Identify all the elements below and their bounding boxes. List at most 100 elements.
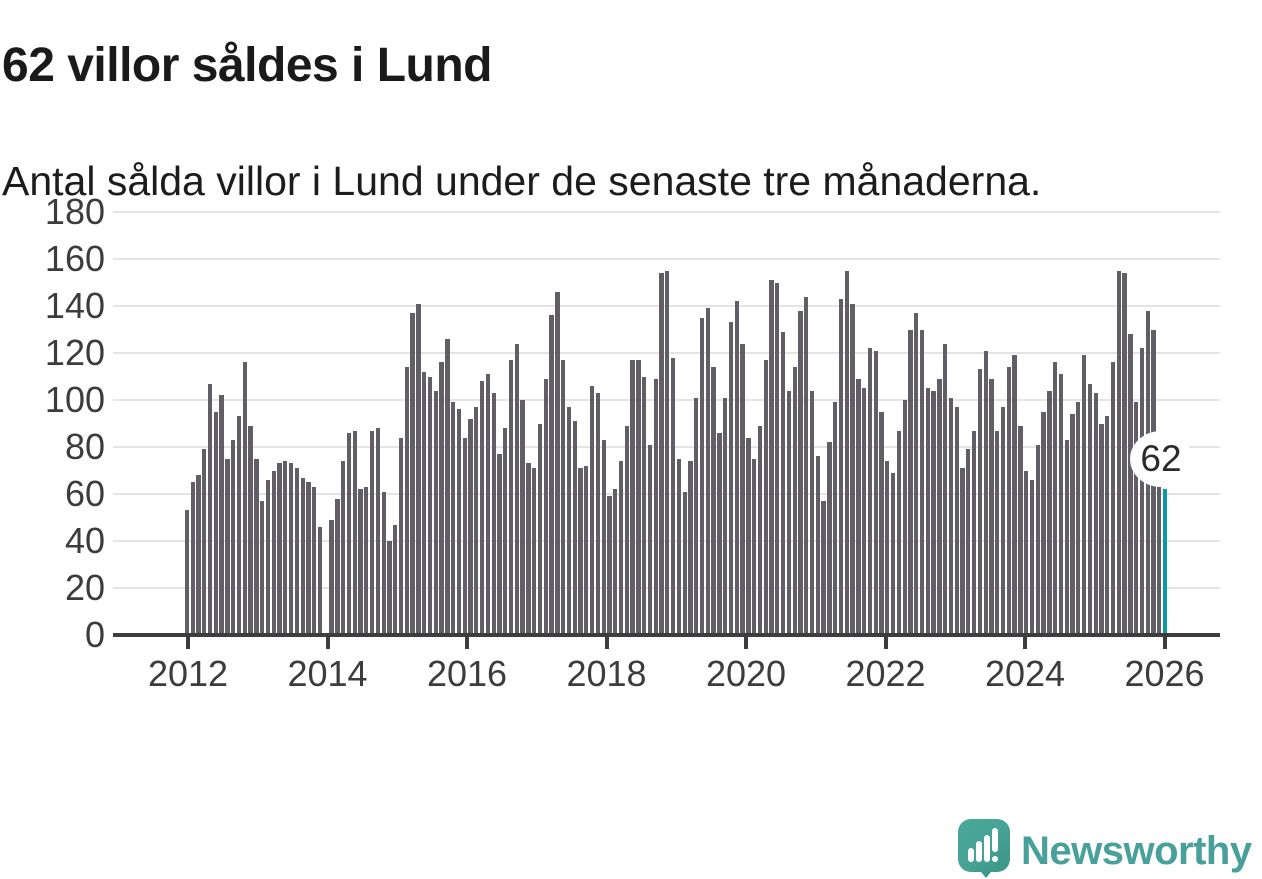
bar [879, 411, 884, 635]
y-axis-label: 140 [44, 285, 105, 326]
x-axis-label: 2014 [287, 653, 368, 694]
bar [1070, 414, 1075, 635]
bar [236, 416, 242, 635]
bar [948, 397, 954, 635]
bar [659, 273, 664, 635]
bar [670, 357, 676, 635]
bar [1053, 362, 1058, 635]
bar [1139, 348, 1145, 635]
bar [896, 430, 902, 635]
bar [526, 463, 531, 635]
bar [335, 498, 340, 635]
bar [474, 407, 479, 635]
x-axis-label: 2020 [705, 653, 787, 694]
x-axis-label: 2022 [845, 653, 926, 694]
bar [1110, 362, 1116, 635]
bar [688, 461, 693, 635]
bar [532, 468, 537, 635]
bar [1029, 479, 1035, 635]
bar [775, 282, 780, 635]
bar [682, 491, 687, 635]
x-axis-tick [325, 637, 330, 649]
bar [1000, 407, 1006, 635]
bar [485, 374, 491, 635]
bar [601, 439, 606, 635]
bar [1076, 402, 1081, 635]
bar [653, 378, 658, 635]
bar [873, 350, 878, 635]
bar [752, 458, 757, 635]
y-axis-label: 80 [64, 426, 105, 467]
bar [1157, 435, 1162, 635]
bar [213, 411, 218, 635]
bar [503, 428, 508, 635]
gridline [113, 258, 1220, 260]
latest-value-badge: 62 [1130, 431, 1192, 487]
bar [983, 350, 988, 635]
bar [1024, 470, 1029, 635]
bar [300, 477, 305, 635]
bar [560, 360, 566, 635]
bar [231, 439, 236, 635]
bar [537, 423, 543, 635]
bar [902, 400, 907, 635]
bar [283, 461, 288, 635]
bar [572, 421, 577, 635]
y-axis-label: 0 [84, 614, 105, 655]
bar [271, 470, 276, 635]
bar [584, 465, 589, 635]
x-axis-tick [465, 637, 469, 649]
bar [404, 367, 409, 635]
bar [555, 291, 560, 635]
bar [954, 407, 959, 635]
bar [1105, 416, 1110, 635]
bar [971, 430, 977, 635]
x-axis-tick [186, 637, 190, 649]
bar [815, 456, 820, 635]
bar [809, 390, 815, 635]
bar [1047, 390, 1052, 635]
x-axis-line [113, 633, 1220, 637]
bar [931, 390, 936, 635]
bar [1081, 355, 1087, 635]
bar [468, 418, 473, 635]
bar [937, 378, 942, 635]
bar [867, 348, 873, 635]
bar [977, 369, 983, 635]
bar [711, 367, 716, 635]
x-axis-tick [604, 637, 609, 649]
bar [398, 437, 404, 635]
bar [844, 270, 849, 635]
page-subtitle: Antal sålda villor i Lund under de senas… [2, 158, 1042, 204]
bar [1134, 402, 1139, 635]
bar [242, 362, 247, 635]
bar [369, 430, 375, 635]
latest-value-label: 62 [1140, 438, 1182, 479]
x-axis-label: 2016 [426, 653, 508, 694]
bar [306, 482, 311, 635]
bar [914, 313, 919, 635]
bar [491, 392, 496, 635]
x-axis-tick [744, 637, 748, 649]
x-axis-tick [1162, 637, 1167, 649]
bar [960, 468, 965, 635]
bar [757, 425, 763, 635]
bar [254, 458, 259, 635]
bar [190, 482, 195, 635]
bar [833, 402, 838, 635]
bar [589, 385, 595, 635]
bar [393, 524, 398, 635]
bar [746, 437, 751, 635]
y-axis-label: 120 [44, 332, 105, 373]
bar [1087, 383, 1093, 635]
bar [549, 315, 554, 635]
bar [1018, 425, 1023, 635]
bar [943, 343, 948, 635]
bar [804, 296, 809, 635]
bar [387, 541, 392, 635]
bar [1041, 411, 1046, 635]
bar [439, 362, 444, 635]
highlighted-bar [1162, 489, 1168, 635]
bar [497, 454, 502, 635]
